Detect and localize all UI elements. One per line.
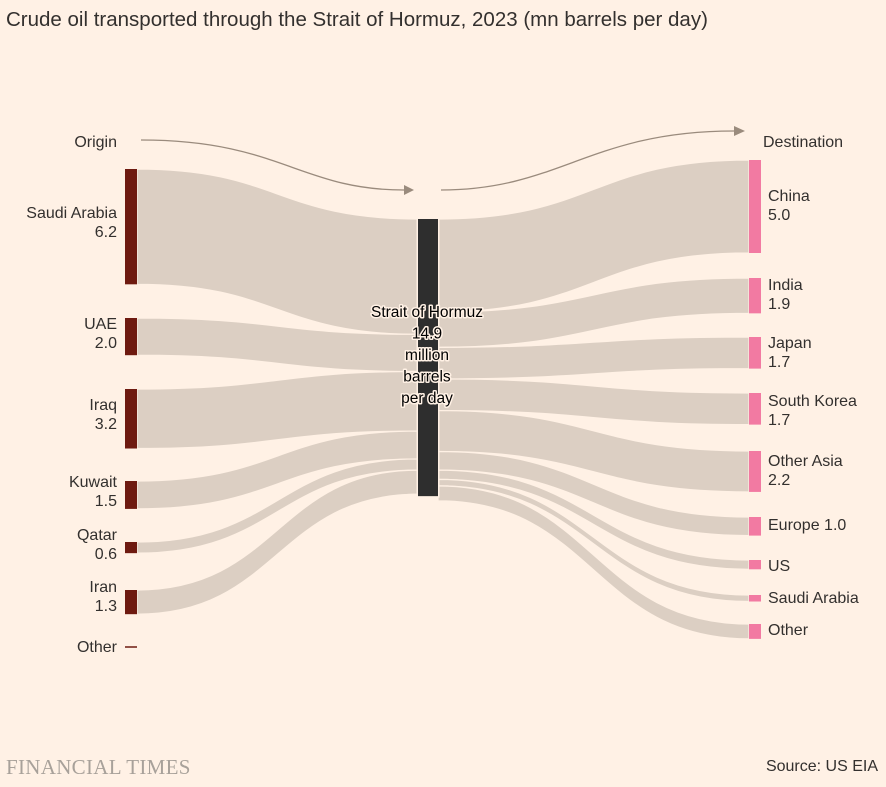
dest-bar-south-korea (749, 393, 761, 425)
origin-label-uae-1-value: 2.0 (95, 335, 117, 352)
dest-label-india-1-name: India (768, 277, 803, 294)
dest-label-japan-2-name: Japan (768, 335, 812, 352)
chart-title: Crude oil transported through the Strait… (6, 8, 708, 31)
destination-flows (437, 159, 750, 640)
strait-value: 14.9 (412, 326, 442, 343)
dest-bar-other-asia (749, 451, 761, 492)
dest-bar-europe (749, 517, 761, 536)
dest-label-china-0-name: China (768, 188, 810, 205)
destination-arrowhead-icon (734, 126, 745, 136)
origin-label-iraq-2-value: 3.2 (95, 416, 117, 433)
dest-label-other-asia-4-name: Other Asia (768, 453, 843, 470)
flow-origin-other (136, 493, 419, 649)
dest-bar-india (749, 278, 761, 314)
origin-label-qatar-4-name: Qatar (77, 527, 118, 544)
node-bars (125, 160, 761, 648)
origin-bar-other (125, 646, 137, 648)
origin-arrowhead-icon (404, 185, 414, 195)
dest-label-south-korea-3-value: 1.7 (768, 412, 790, 429)
strait-name: Strait of Hormuz (371, 304, 483, 321)
origin-label-kuwait-3-name: Kuwait (69, 474, 118, 491)
origin-bar-kuwait (125, 481, 137, 509)
origin-label-iran-5-value: 1.3 (95, 598, 117, 615)
origin-arrow-line (140, 139, 405, 191)
dest-label-china-0-value: 5.0 (768, 207, 790, 224)
strait-bar (418, 219, 438, 497)
flow-dest-other-asia (437, 409, 750, 493)
dest-label-japan-2-value: 1.7 (768, 354, 790, 371)
dest-bar-other (749, 624, 761, 639)
strait-unit-line-1: million (405, 347, 449, 364)
strait-unit-line-2: barrels (403, 369, 451, 386)
origin-label-iraq-2-name: Iraq (89, 397, 117, 414)
dest-bar-japan (749, 337, 761, 369)
brand-logo: FINANCIAL TIMES (6, 755, 191, 779)
dest-bar-china (749, 160, 761, 253)
origin-label-qatar-4-value: 0.6 (95, 546, 117, 563)
dest-label-south-korea-3-name: South Korea (768, 393, 857, 410)
origin-bar-iraq (125, 389, 137, 449)
direction-arrows (140, 126, 745, 195)
origin-label-saudi-arabia-0-name: Saudi Arabia (26, 205, 117, 222)
dest-label-us-6-name: US (768, 558, 790, 575)
origin-heading: Origin (74, 134, 117, 151)
destination-arrow-line (440, 130, 735, 191)
origin-bar-iran (125, 590, 137, 615)
strait-unit-line-3: per day (401, 390, 453, 407)
dest-label-saudi-arabia-7-name: Saudi Arabia (768, 590, 859, 607)
dest-label-other-asia-4-value: 2.2 (768, 472, 790, 489)
dest-label-india-1-value: 1.9 (768, 296, 790, 313)
origin-label-saudi-arabia-0-value: 6.2 (95, 224, 117, 241)
dest-bar-saudi-arabia (749, 595, 761, 602)
origin-bar-saudi-arabia (125, 169, 137, 285)
origin-label-other-6-name: Other (77, 639, 118, 656)
origin-label-kuwait-3-value: 1.5 (95, 493, 117, 510)
dest-bar-us (749, 560, 761, 570)
origin-label-iran-5-name: Iran (89, 579, 117, 596)
node-labels: Saudi Arabia 6.2 UAE 2.0 Iraq 3.2 Kuwait 1.5 Qat… (26, 134, 859, 656)
source-note: Source: US EIA (765, 758, 878, 775)
dest-label-europe-5-name: Europe 1.0 (768, 517, 846, 534)
origin-bar-qatar (125, 542, 137, 554)
dest-label-other-8-name: Other (768, 622, 809, 639)
origin-label-uae-1-name: UAE (84, 316, 117, 333)
origin-flows (136, 168, 419, 649)
origin-bar-uae (125, 318, 137, 356)
destination-heading: Destination (763, 134, 843, 151)
strait-label: Strait of Hormuz 14.9 million barrels per da… (370, 303, 485, 409)
